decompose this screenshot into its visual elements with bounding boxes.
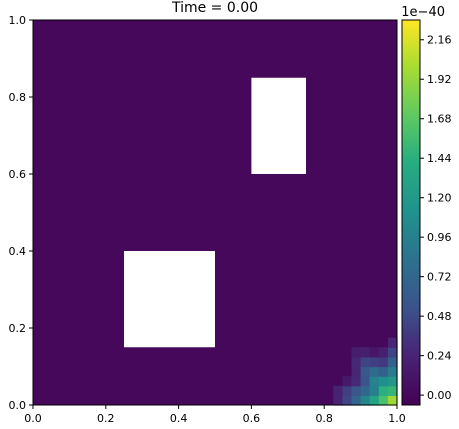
- y-tick-label: 0.2: [9, 322, 27, 335]
- field-cell: [342, 376, 353, 387]
- colorbar-tick-label: 0.24: [427, 350, 452, 363]
- concentration-field: [33, 20, 398, 406]
- field-cell: [360, 356, 371, 368]
- field-cell: [378, 347, 389, 358]
- field-cell: [360, 366, 371, 377]
- field-cell: [369, 347, 380, 358]
- colorbar-tick-label: 1.68: [427, 113, 452, 126]
- field-cell: [342, 395, 353, 406]
- field-cell: [378, 356, 389, 368]
- field-cell: [351, 356, 362, 368]
- colorbar-tick-label: 0.00: [427, 389, 452, 402]
- colorbar-tick-label: 1.20: [427, 192, 452, 205]
- colorbar-tick-label: 2.16: [427, 34, 452, 47]
- x-tick-label: 0.2: [97, 412, 115, 425]
- field-cell: [351, 347, 362, 358]
- field-cell: [387, 376, 398, 387]
- y-tick-label: 0.6: [9, 168, 27, 181]
- field-cell: [351, 366, 362, 377]
- y-axis-ticks: 0.0 0.2 0.4 0.6 0.8 1.0: [9, 14, 33, 412]
- colorbar-tick-label: 0.72: [427, 271, 452, 284]
- field-cell: [333, 395, 343, 406]
- x-tick-label: 0.0: [24, 412, 42, 425]
- field-cell: [351, 376, 362, 387]
- field-cell: [387, 337, 398, 348]
- field-cell: [333, 385, 343, 396]
- chart-title: Time = 0.00: [171, 0, 258, 16]
- plot-area: [32, 19, 398, 406]
- field-cell: [360, 376, 371, 387]
- colorbar-exponent-label: 1e−40: [401, 5, 445, 20]
- field-cell: [378, 395, 389, 406]
- field-cell: [351, 385, 362, 396]
- x-axis-ticks: 0.0 0.2 0.4 0.6 0.8 1.0: [24, 405, 406, 425]
- field-cell: [378, 376, 389, 387]
- x-tick-label: 0.8: [315, 412, 333, 425]
- field-cell: [360, 395, 371, 406]
- field-cell: [387, 385, 398, 396]
- obstacle: [251, 77, 306, 174]
- field-cell: [360, 385, 371, 396]
- obstacles: [124, 77, 306, 348]
- x-tick-label: 0.6: [243, 412, 261, 425]
- obstacle: [124, 251, 215, 348]
- field-cell: [369, 366, 380, 377]
- field-cell: [378, 385, 389, 396]
- field-cell: [369, 395, 380, 406]
- field-cell: [378, 366, 389, 377]
- field-cell: [387, 347, 398, 358]
- field-cell: [351, 395, 362, 406]
- x-tick-label: 1.0: [388, 412, 406, 425]
- colorbar-tick-label: 0.96: [427, 231, 452, 244]
- y-tick-label: 0.0: [9, 399, 27, 412]
- colorbar: 0.00 0.24 0.48 0.72 0.96 1.20 1.44 1.68 1.92 2.16…: [401, 5, 452, 406]
- field-cell: [369, 376, 380, 387]
- colorbar-tick-label: 0.48: [427, 310, 452, 323]
- field-cell: [369, 385, 380, 396]
- colorbar-tick-label: 1.92: [427, 73, 452, 86]
- colorbar-gradient: [401, 19, 421, 406]
- field-cell: [387, 395, 398, 406]
- y-tick-label: 1.0: [9, 14, 27, 27]
- colorbar-tick-label: 1.44: [427, 152, 452, 165]
- field-cell: [387, 356, 398, 368]
- field-cell: [342, 385, 353, 396]
- y-tick-label: 0.4: [9, 245, 27, 258]
- colorbar-ticks: 0.00 0.24 0.48 0.72 0.96 1.20 1.44 1.68 1.92 2.16: [420, 34, 452, 402]
- field-cell: [360, 347, 371, 358]
- plot-frame: [32, 19, 398, 406]
- y-tick-label: 0.8: [9, 91, 27, 104]
- field-cell: [369, 356, 380, 368]
- field-cell: [387, 366, 398, 377]
- x-tick-label: 0.4: [170, 412, 188, 425]
